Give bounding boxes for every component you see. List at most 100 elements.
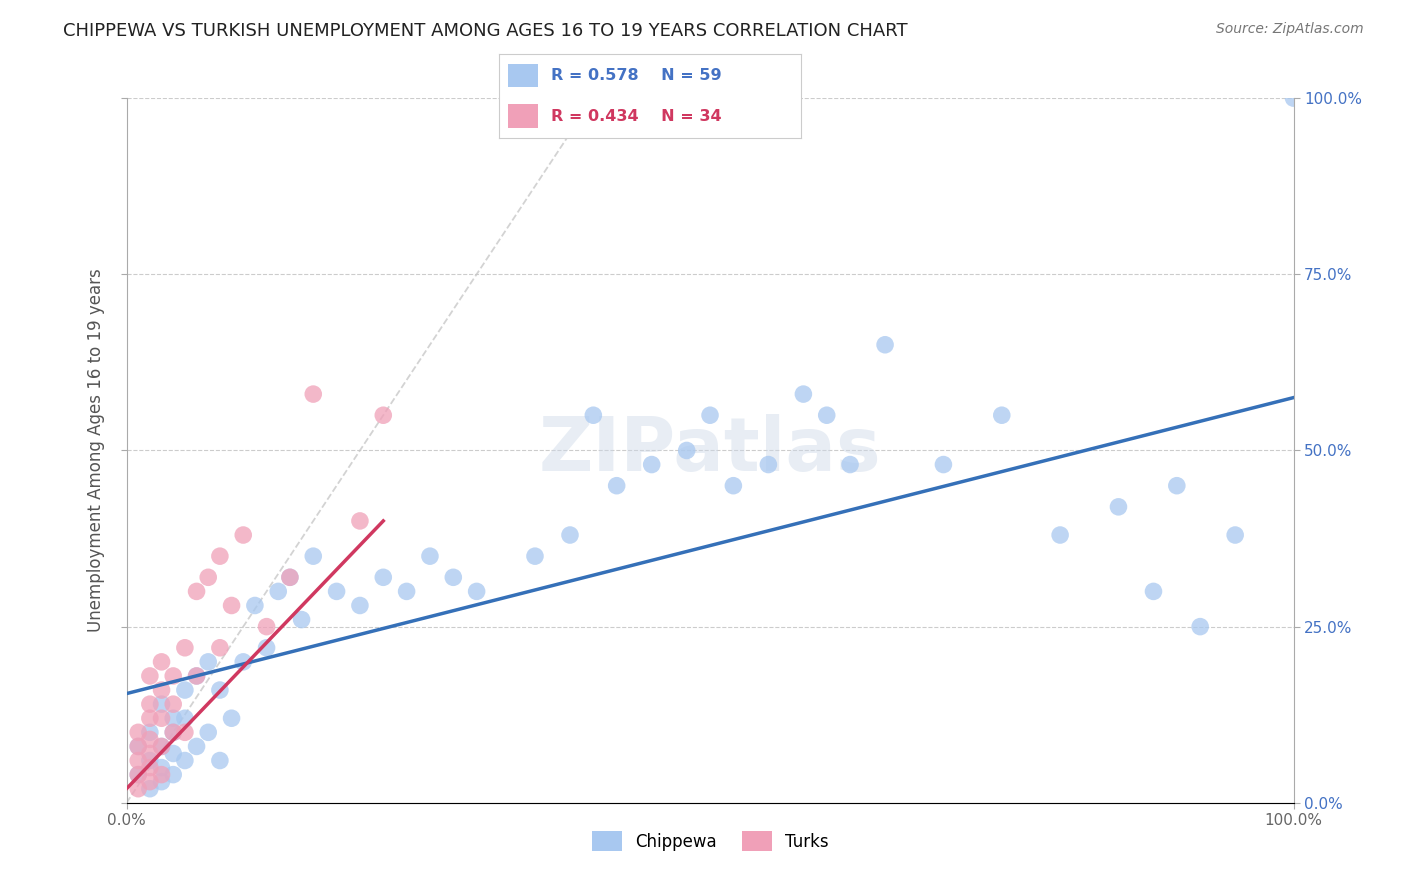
Point [150,697,173,711]
Point [162,747,184,761]
Text: R = 0.434    N = 34: R = 0.434 N = 34 [551,109,721,124]
Point [756,458,779,472]
Point [792,387,814,401]
Point [302,387,325,401]
Point [232,655,254,669]
Point [1108,500,1130,514]
Point [150,683,173,698]
Point [582,408,605,422]
Point [208,549,231,564]
Point [162,697,184,711]
Point [150,767,173,781]
Point [186,669,208,683]
Point [162,711,184,725]
Text: CHIPPEWA VS TURKISH UNEMPLOYMENT AMONG AGES 16 TO 19 YEARS CORRELATION CHART: CHIPPEWA VS TURKISH UNEMPLOYMENT AMONG A… [63,22,908,40]
Text: R = 0.578    N = 59: R = 0.578 N = 59 [551,68,721,83]
Point [127,767,149,781]
Y-axis label: Unemployment Among Ages 16 to 19 years: Unemployment Among Ages 16 to 19 years [87,268,105,632]
Point [232,528,254,542]
Point [208,683,231,698]
Point [1282,91,1305,105]
Point [139,669,162,683]
Point [174,754,197,768]
Point [150,739,173,754]
Point [349,514,371,528]
Point [990,408,1012,422]
Point [150,655,173,669]
Point [932,458,955,472]
Point [256,619,278,633]
Point [139,725,162,739]
Point [1223,528,1246,542]
Point [523,549,546,564]
Point [675,443,697,458]
Point [558,528,581,542]
Point [174,711,197,725]
Point [150,774,173,789]
Point [139,747,162,761]
Text: ZIPatlas: ZIPatlas [538,414,882,487]
Point [243,599,266,613]
Point [162,767,184,781]
Point [1166,478,1188,492]
Point [174,640,197,655]
Bar [508,63,538,87]
Point [127,725,149,739]
Point [815,408,838,422]
Point [606,478,628,492]
Point [127,781,149,796]
Point [349,599,371,613]
Bar [508,104,538,128]
Point [723,478,745,492]
Point [278,570,301,584]
Point [197,570,219,584]
Point [139,774,162,789]
Point [441,570,464,584]
Point [139,760,162,774]
Point [139,697,162,711]
Point [875,338,897,352]
Point [278,570,301,584]
Point [641,458,664,472]
Point [325,584,347,599]
Point [150,711,173,725]
Point [174,725,197,739]
Point [150,760,173,774]
Point [174,683,197,698]
Point [162,725,184,739]
Point [395,584,418,599]
Point [1189,619,1212,633]
Point [127,739,149,754]
Point [150,739,173,754]
Point [839,458,862,472]
Point [256,640,278,655]
Point [139,781,162,796]
Point [197,725,219,739]
Point [208,754,231,768]
Point [302,549,325,564]
Point [1049,528,1071,542]
Point [127,767,149,781]
Point [139,711,162,725]
Point [186,584,208,599]
Legend: Chippewa, Turks: Chippewa, Turks [585,824,835,858]
Point [290,613,312,627]
Point [419,549,441,564]
Point [465,584,488,599]
Point [162,725,184,739]
Point [373,570,395,584]
Point [127,754,149,768]
Point [221,599,243,613]
Point [186,669,208,683]
Point [127,739,149,754]
Text: Source: ZipAtlas.com: Source: ZipAtlas.com [1216,22,1364,37]
Point [1142,584,1164,599]
Point [373,408,395,422]
Point [267,584,290,599]
Point [197,655,219,669]
Point [699,408,721,422]
Point [162,669,184,683]
Point [208,640,231,655]
Point [221,711,243,725]
Point [139,754,162,768]
